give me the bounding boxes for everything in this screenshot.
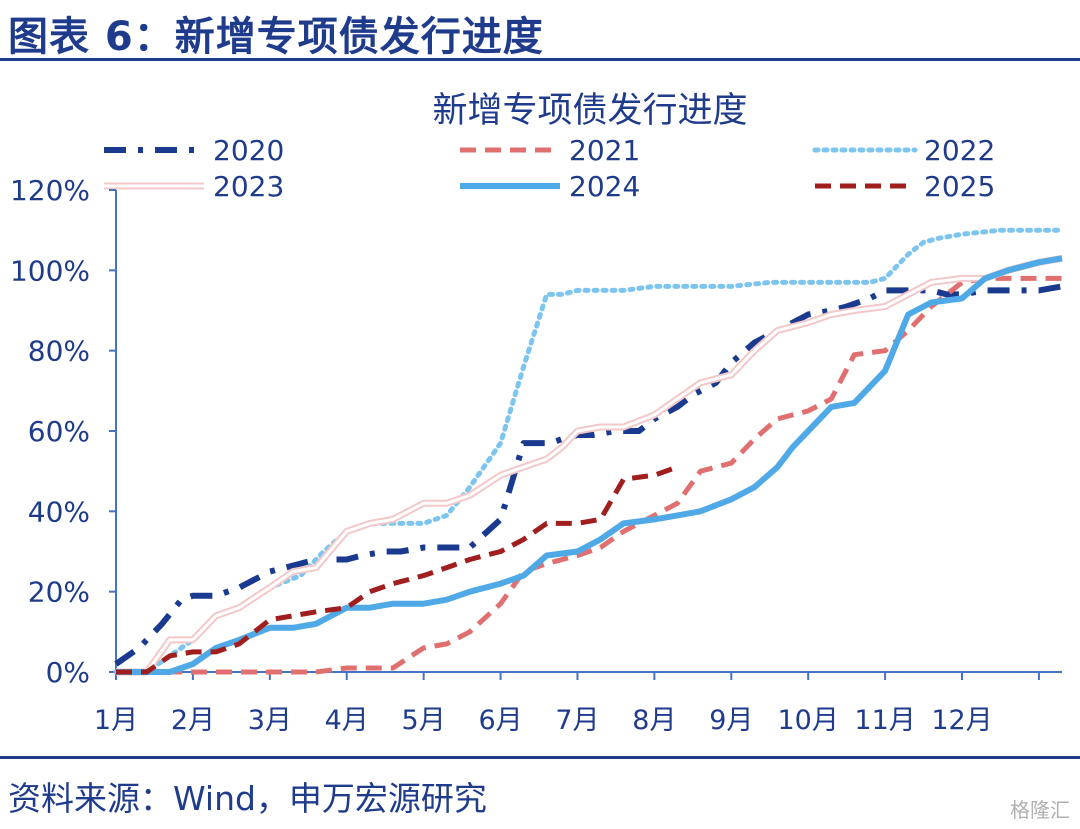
x-tick-label: 2月 [171, 705, 215, 736]
series-line-2020 [114, 283, 1063, 667]
legend-item-2024: 2024 [460, 170, 640, 203]
x-tick-label: 5月 [402, 705, 446, 736]
y-tick-label: 40% [28, 495, 90, 528]
series-path-2025 [116, 464, 679, 675]
figure-title: 图表 6：新增专项债发行进度 [8, 14, 544, 60]
x-tick-label: 12月 [931, 705, 992, 736]
chart-title: 新增专项债发行进度 [432, 91, 747, 131]
series-line-2024 [116, 255, 1063, 675]
y-tick-label: 0% [46, 656, 90, 689]
legend-item-2021: 2021 [460, 134, 640, 167]
series-path-2022 [113, 227, 1065, 675]
x-tick-label: 9月 [709, 705, 753, 736]
legend-item-2022: 2022 [812, 134, 995, 167]
legend-label: 2021 [569, 134, 640, 167]
x-tick-label: 10月 [778, 705, 839, 736]
watermark-logo: 格隆汇 [1010, 798, 1070, 822]
y-tick-label: 20% [28, 576, 90, 609]
series-line-2025 [116, 464, 679, 675]
x-tick-label: 8月 [632, 705, 676, 736]
x-tick-label: 6月 [478, 705, 522, 736]
x-tick-label: 3月 [248, 705, 292, 736]
legend-item-2020: 2020 [104, 134, 284, 167]
source-note: 资料来源：Wind，申万宏源研究 [8, 779, 487, 818]
y-tick-label: 60% [28, 415, 90, 448]
series-line-2021 [116, 275, 1062, 675]
legend-label: 2020 [213, 134, 284, 167]
legend-label: 2022 [924, 134, 995, 167]
header: 图表 6：新增专项债发行进度 [0, 0, 1080, 62]
series-line-2023 [116, 254, 1063, 676]
legend-item-2025: 2025 [815, 170, 995, 203]
legend-item-2023: 2023 [104, 170, 284, 203]
x-tick-label: 11月 [854, 705, 915, 736]
legend-label: 2025 [924, 170, 995, 203]
series-path-2024 [116, 255, 1063, 675]
header-rule [0, 58, 1080, 61]
series-path-2020 [114, 283, 1063, 667]
y-tick-label: 120% [10, 174, 90, 207]
y-tick-label: 80% [28, 335, 90, 368]
y-tick-label: 100% [10, 254, 90, 287]
x-tick-label: 4月 [325, 705, 369, 736]
series-path-2021 [116, 275, 1062, 675]
footer-rule [0, 756, 1080, 759]
legend-label: 2023 [213, 170, 284, 203]
x-tick-label: 1月 [94, 705, 138, 736]
legend-label: 2024 [569, 170, 640, 203]
x-tick-label: 7月 [555, 705, 599, 736]
series-line-2022 [113, 227, 1065, 675]
line-chart: 新增专项债发行进度 2020 2021 2022 2023 2024 2025 0% 20%… [10, 91, 1065, 736]
series-path-2023 [116, 256, 1063, 674]
